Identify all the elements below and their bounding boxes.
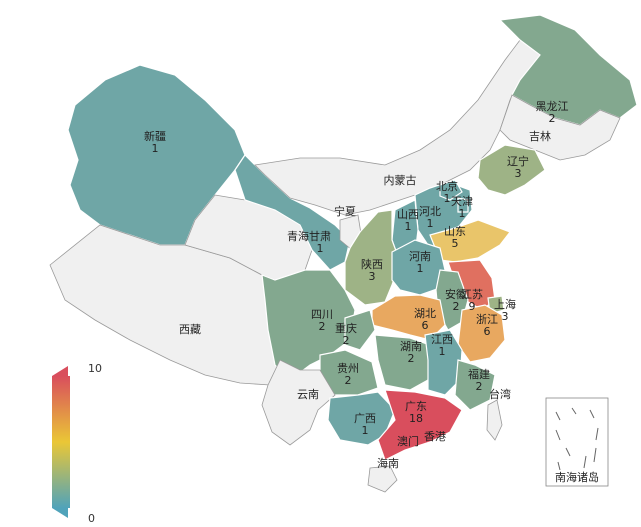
visual-map-max-label: 10 bbox=[88, 362, 102, 375]
province-beijing[interactable] bbox=[439, 179, 463, 201]
province-gansu[interactable] bbox=[234, 154, 351, 271]
visual-map-bottom-handle[interactable] bbox=[52, 508, 68, 518]
province-anhui[interactable] bbox=[435, 269, 469, 331]
province-jilin[interactable] bbox=[499, 94, 621, 161]
province-yunnan[interactable] bbox=[261, 359, 336, 446]
visual-map-top-handle[interactable] bbox=[52, 366, 68, 376]
province-taiwan[interactable] bbox=[486, 399, 503, 441]
visual-map[interactable]: 10 0 bbox=[52, 362, 102, 525]
province-guangdong[interactable] bbox=[377, 389, 463, 461]
province-shandong[interactable] bbox=[429, 219, 511, 263]
province-hainan[interactable] bbox=[367, 465, 398, 493]
province-tianjin[interactable] bbox=[457, 197, 469, 213]
province-liaoning[interactable] bbox=[477, 144, 546, 196]
province-zhejiang[interactable] bbox=[457, 304, 506, 363]
province-hunan[interactable] bbox=[374, 334, 431, 391]
province-fujian[interactable] bbox=[454, 359, 496, 411]
visual-map-bar[interactable] bbox=[52, 376, 70, 508]
province-shaanxi[interactable] bbox=[344, 209, 401, 306]
province-chongqing[interactable] bbox=[344, 309, 376, 351]
province-jiangxi[interactable] bbox=[424, 329, 463, 396]
visual-map-min-label: 0 bbox=[88, 512, 95, 525]
south-china-sea-inset: 南海诸岛 bbox=[545, 397, 609, 487]
